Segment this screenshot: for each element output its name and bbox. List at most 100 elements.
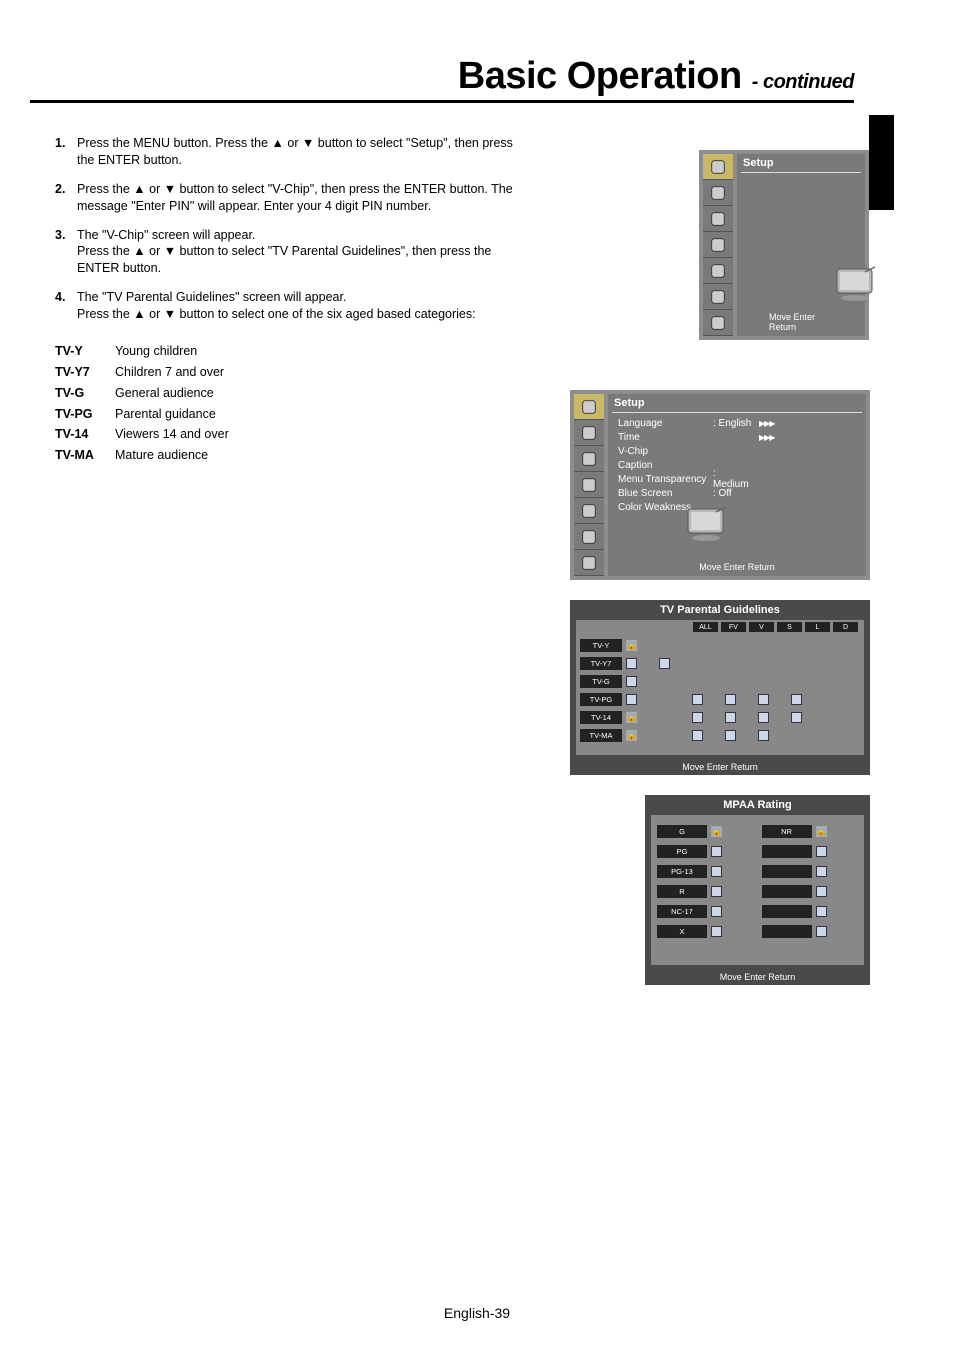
steps-block: 1.Press the MENU button. Press the ▲ or … [55,135,525,468]
column-header: D [833,622,858,632]
menu-footer-b: Move Enter Return [699,562,775,572]
menu-category-icon[interactable] [574,420,604,446]
menu-category-icon[interactable] [703,206,733,232]
mpaa-row: R [657,881,754,901]
rating-definition: TV-Y7Children 7 and over [55,364,525,381]
allow-checkbox[interactable] [758,694,769,705]
menu-rows-b: Language: English▶▶▶Time▶▶▶V-ChipCaption… [618,416,860,514]
mpaa-body: G🔒 PG PG-13 R NC-17X NR🔒 [651,815,864,965]
allow-checkbox[interactable] [711,846,722,857]
vchip-tv-header: ALLFVVSLD [576,620,864,634]
column-header: FV [721,622,746,632]
menu-item[interactable]: Blue Screen: Off [618,486,860,500]
menu-divider-a [741,172,861,173]
menu-category-icon[interactable] [574,524,604,550]
allow-checkbox[interactable] [711,866,722,877]
allow-checkbox[interactable] [626,676,637,687]
menu-category-icon[interactable] [574,550,604,576]
column-header: V [749,622,774,632]
allow-checkbox[interactable] [816,886,827,897]
mpaa-rating-label: PG-13 [657,865,707,878]
lock-icon[interactable]: 🔒 [711,826,722,837]
allow-checkbox[interactable] [816,866,827,877]
mpaa-rating-label: PG [657,845,707,858]
allow-checkbox[interactable] [758,712,769,723]
allow-checkbox[interactable] [711,906,722,917]
menu-category-icon[interactable] [703,258,733,284]
allow-checkbox[interactable] [725,694,736,705]
allow-checkbox[interactable] [791,694,802,705]
menu-category-icon[interactable] [703,154,733,180]
column-header: S [777,622,802,632]
mpaa-row: G🔒 [657,821,754,841]
side-tab [869,115,894,210]
mpaa-row: X [657,921,754,941]
menu-category-icon[interactable] [703,232,733,258]
mpaa-rating-label [762,885,812,898]
lock-icon[interactable]: 🔒 [626,730,637,741]
menu-side-icons-b [574,394,604,576]
step-body: Press the ▲ or ▼ button to select "V-Chi… [77,181,525,215]
allow-checkbox[interactable] [816,926,827,937]
menu-item[interactable]: Language: English▶▶▶ [618,416,860,430]
allow-checkbox[interactable] [692,712,703,723]
mpaa-row: NC-17 [657,901,754,921]
mpaa-row [762,921,859,941]
allow-checkbox[interactable] [711,886,722,897]
menu-item[interactable]: V-Chip [618,444,860,458]
lock-icon[interactable]: 🔒 [626,640,637,651]
page-title: Basic Operation - continued [458,55,854,98]
mpaa-row [762,841,859,861]
rating-definition: TV-GGeneral audience [55,385,525,402]
menu-main-b: Setup Language: English▶▶▶Time▶▶▶V-ChipC… [608,394,866,576]
allow-checkbox[interactable] [725,712,736,723]
mpaa-col-left: G🔒 PG PG-13 R NC-17X [657,821,754,959]
allow-checkbox[interactable] [816,846,827,857]
allow-checkbox[interactable] [692,730,703,741]
allow-checkbox[interactable] [692,694,703,705]
vchip-tv-footer: Move Enter Return [570,762,870,772]
allow-checkbox[interactable] [791,712,802,723]
rating-label: TV-MA [580,729,622,742]
menu-title-b: Setup [614,397,645,409]
menu-item[interactable]: Menu Transparency: Medium [618,472,860,486]
mpaa-row: PG-13 [657,861,754,881]
rating-label: TV-PG [580,693,622,706]
allow-checkbox[interactable] [816,906,827,917]
allow-checkbox[interactable] [659,658,670,669]
rating-definition: TV-MAMature audience [55,447,525,464]
rating-row: TV-Y7 [580,654,860,672]
mpaa-rating-label [762,845,812,858]
menu-category-icon[interactable] [703,310,733,336]
allow-checkbox[interactable] [626,694,637,705]
menu-category-icon[interactable] [574,394,604,420]
allow-checkbox[interactable] [711,926,722,937]
rating-definition: TV-PGParental guidance [55,406,525,423]
rating-row: TV-14🔒 [580,708,860,726]
rating-row: TV-PG [580,690,860,708]
menu-category-icon[interactable] [574,446,604,472]
menu-category-icon[interactable] [703,180,733,206]
menu-item[interactable]: Color Weakness [618,500,860,514]
title-suffix: - continued [752,71,854,93]
menu-category-icon[interactable] [574,472,604,498]
mpaa-row [762,861,859,881]
lock-icon[interactable]: 🔒 [626,712,637,723]
mpaa-rating-label: R [657,885,707,898]
mpaa-col-right: NR🔒 [762,821,859,959]
allow-checkbox[interactable] [725,730,736,741]
step-body: The "TV Parental Guidelines" screen will… [77,289,525,323]
rating-label: TV-Y7 [580,657,622,670]
menu-item[interactable]: Time▶▶▶ [618,430,860,444]
menu-category-icon[interactable] [703,284,733,310]
allow-checkbox[interactable] [626,658,637,669]
step-body: The "V-Chip" screen will appear.Press th… [77,227,525,278]
tv-parental-panel: TV Parental Guidelines ALLFVVSLD TV-Y🔒TV… [570,600,870,775]
mpaa-rating-label [762,925,812,938]
menu-category-icon[interactable] [574,498,604,524]
mpaa-rating-label [762,905,812,918]
allow-checkbox[interactable] [758,730,769,741]
mpaa-row: PG [657,841,754,861]
lock-icon[interactable]: 🔒 [816,826,827,837]
tv-icon-b [683,504,733,549]
